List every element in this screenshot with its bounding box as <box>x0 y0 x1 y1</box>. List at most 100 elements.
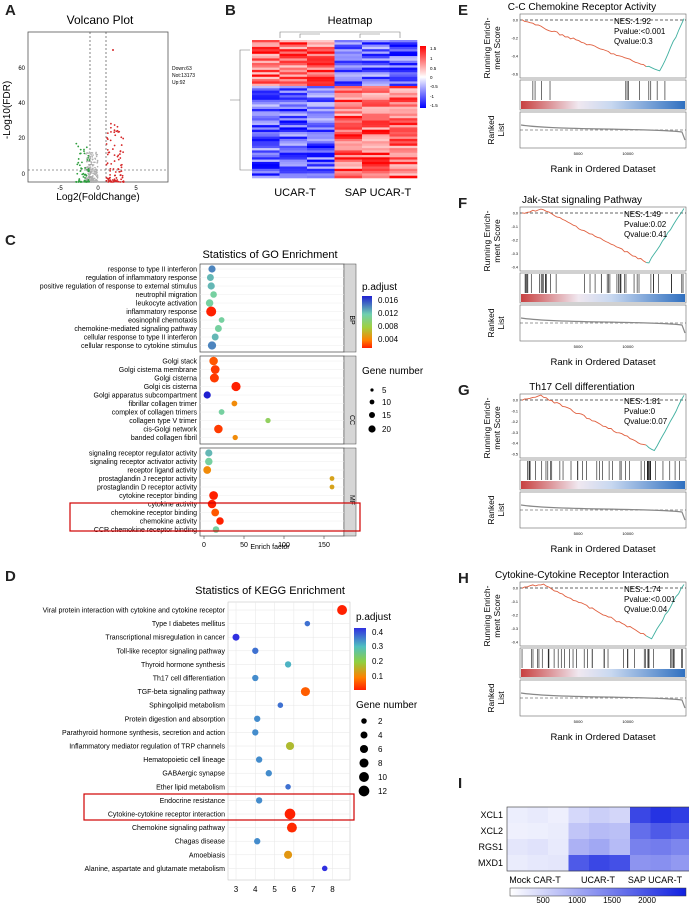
gsea-es-tick: -0.5 <box>511 453 518 457</box>
kegg-point <box>284 661 292 668</box>
heatmap-cell <box>334 44 363 48</box>
heatmap-cell <box>279 164 308 167</box>
heatmap-cell <box>389 83 418 87</box>
heatmap-cell <box>279 97 308 101</box>
go-highlight-box <box>69 502 361 532</box>
heatmap-cell <box>279 143 308 147</box>
volcano-point-down <box>76 163 79 166</box>
heatmap-cell <box>362 92 390 96</box>
heatmap-cell <box>307 60 335 64</box>
heatmap-cell <box>252 95 280 98</box>
heatmap-cell <box>334 92 363 96</box>
heatmap-cell <box>362 136 390 140</box>
heatmap-cell <box>362 122 390 126</box>
heatmap-cell <box>279 40 308 43</box>
volcano-point <box>95 153 98 156</box>
heatmap-cell <box>334 106 363 110</box>
heatmap-cell <box>252 115 280 119</box>
heatmap-cell <box>307 113 335 117</box>
heatmap-cell <box>389 53 418 57</box>
volcano-point <box>96 177 99 179</box>
go-point <box>216 517 224 525</box>
volcano-point-down <box>77 158 80 160</box>
kegg-xtick: 4 <box>253 885 258 894</box>
heatmap-cell <box>389 164 418 167</box>
gsea-title: Th17 Cell differentiation <box>529 382 634 393</box>
go-point <box>210 291 217 298</box>
heatmap-cell <box>334 118 363 121</box>
kegg-gene-key-dot <box>359 744 369 754</box>
go-gene-title: Gene number <box>362 366 424 377</box>
go-cat-cc: CC <box>348 415 355 425</box>
volcano-point-down <box>75 142 78 145</box>
heatmap-cell <box>389 65 418 68</box>
heatmap-cell <box>334 138 363 142</box>
heatmap-cell <box>307 173 335 176</box>
heatmap-cell <box>362 171 390 174</box>
heatmap-cell <box>252 49 280 52</box>
gsea-ranked-curve <box>520 504 686 521</box>
heat-i-frame <box>506 806 689 872</box>
heatmap-cell <box>389 155 418 158</box>
volcano-point <box>85 153 87 155</box>
volcano-point-up <box>106 177 109 180</box>
volcano-point <box>94 174 97 176</box>
heatmap-cell <box>307 42 335 45</box>
gsea-es-tick: -0.3 <box>511 627 518 631</box>
volcano-point-up <box>105 163 108 166</box>
go-xtick: 0 <box>202 542 206 549</box>
heatmap-cell <box>334 88 363 91</box>
volcano-point-up <box>110 131 112 133</box>
go-facet-frame <box>199 355 345 445</box>
heatmap-cell <box>334 53 363 57</box>
gsea-ranked-label-1: Ranked <box>486 308 496 338</box>
heatmap-cell <box>279 56 308 59</box>
volcano-point-up <box>113 179 116 182</box>
gsea-ranked-label-1: Ranked <box>486 115 496 145</box>
volcano-point <box>92 167 94 170</box>
gsea-es-tick: -0.1 <box>511 225 518 229</box>
go-term-label: eosinophil chemotaxis <box>128 318 197 325</box>
heat-i-cell <box>671 839 689 856</box>
heatmap-cell <box>362 88 390 91</box>
kegg-point <box>265 770 272 777</box>
go-point <box>203 391 211 399</box>
heatmap-cell <box>252 104 280 107</box>
heatmap-cell <box>279 129 308 133</box>
heatmap-cell <box>252 79 280 82</box>
gsea-ylabel-1: Running Enrich- <box>482 17 492 78</box>
heatmap-cell <box>279 67 308 71</box>
heatmap-cell <box>252 125 280 128</box>
heatmap-cell <box>307 138 335 142</box>
gsea-qvalue: Qvalue:0.3 <box>614 37 653 46</box>
go-xtick: 150 <box>318 542 330 549</box>
kegg-point <box>285 784 291 790</box>
volcano-point-up <box>109 180 112 183</box>
gsea-ranked-label-1: Ranked <box>486 495 496 525</box>
heatmap-cell <box>252 111 280 114</box>
volcano-point <box>89 166 92 168</box>
go-point <box>207 282 215 290</box>
heatmap-cell <box>362 134 390 137</box>
kegg-term-label: Amoebiasis <box>189 852 226 859</box>
volcano-point-up <box>107 179 110 181</box>
heatmap-cell <box>362 113 390 117</box>
heatmap-b: Heatmap 1.5 1 0.5 0 -0.5 -1 -1.5 UCAR-T … <box>230 15 438 199</box>
heat-i-col-0: Mock CAR-T <box>509 875 561 885</box>
go-gene-tick-3: 20 <box>382 425 391 434</box>
heatmap-cell <box>252 159 280 163</box>
heatmap-cell <box>307 40 335 43</box>
heat-i-cell <box>650 807 672 824</box>
gsea-ylabel-2: ment Score <box>492 406 502 450</box>
volcano-point-up <box>110 162 113 165</box>
kegg-term-label: Toll-like receptor signaling pathway <box>116 648 225 655</box>
heatmap-cell <box>334 104 363 107</box>
volcano-point-up <box>122 151 125 154</box>
volcano-point <box>91 180 94 183</box>
heat-i-row-3: MXD1 <box>478 858 503 868</box>
heat-i-row-1: XCL2 <box>480 826 503 836</box>
heatmap-cell <box>362 143 390 147</box>
heatmap-cell <box>279 88 308 91</box>
go-cat-bp: BP <box>348 315 355 325</box>
heatmap-scale-0: 1.5 <box>430 46 437 51</box>
